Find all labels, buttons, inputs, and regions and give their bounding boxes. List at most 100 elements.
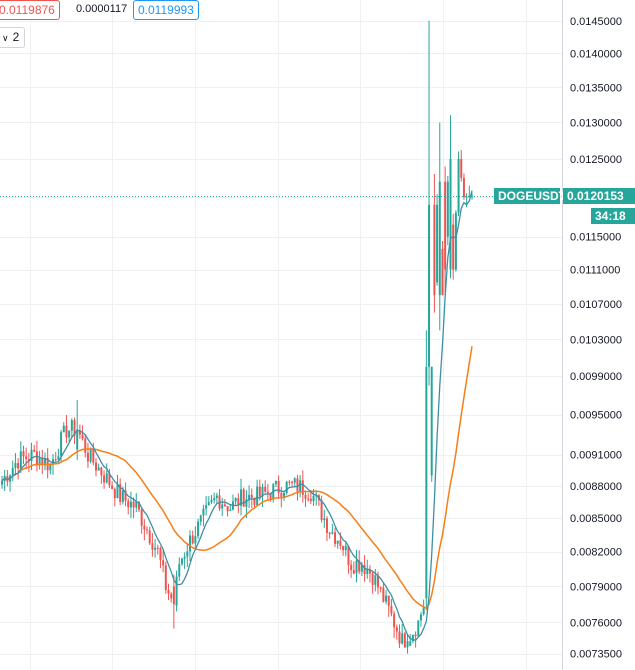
interval-selector[interactable]: ∨ 2 xyxy=(0,27,26,48)
candle-body xyxy=(17,463,20,469)
candle-body xyxy=(374,575,377,585)
candle-body xyxy=(266,491,269,493)
candle-body xyxy=(245,499,248,507)
countdown-tag: 34:18 xyxy=(591,208,635,224)
candle-body xyxy=(180,558,183,565)
candles xyxy=(1,20,473,654)
candle-body xyxy=(97,467,100,471)
candle-body xyxy=(11,467,14,476)
candle-body xyxy=(113,489,116,499)
candle-body xyxy=(307,498,310,500)
candle-body xyxy=(468,196,471,198)
candle-body xyxy=(108,473,111,486)
candle-body xyxy=(419,614,422,621)
candle-body xyxy=(137,502,140,510)
candle-body xyxy=(344,545,347,551)
candle-body xyxy=(111,485,114,490)
candle-body xyxy=(167,590,170,594)
last-price-tag: 0.0120153 xyxy=(563,188,635,204)
candle-body xyxy=(285,481,288,494)
candle-body xyxy=(323,518,326,521)
candle-body xyxy=(291,481,294,483)
candle-body xyxy=(205,505,208,509)
y-tick-label: 0.0145000 xyxy=(570,16,622,28)
chevron-down-icon: ∨ xyxy=(2,33,9,43)
candle-body xyxy=(433,204,436,296)
candle-body xyxy=(154,547,157,550)
candle-body xyxy=(441,248,444,296)
candle-body xyxy=(449,159,452,270)
candle-body xyxy=(283,493,285,497)
y-tick-label: 0.0085000 xyxy=(570,513,622,525)
candle-body xyxy=(460,159,463,178)
candle-body xyxy=(76,429,79,450)
candle-body xyxy=(84,438,87,453)
candle-body xyxy=(422,606,425,615)
candle-body xyxy=(189,535,191,552)
candle-body xyxy=(454,212,457,270)
candle-body xyxy=(387,595,390,606)
candle-body xyxy=(207,502,210,506)
candle-body xyxy=(14,463,17,468)
candle-body xyxy=(258,486,261,497)
candle-body xyxy=(304,494,307,499)
candle-body xyxy=(92,448,95,463)
candle-body xyxy=(457,159,460,213)
candle-body xyxy=(355,560,358,574)
candle-body xyxy=(215,495,218,498)
candle-body xyxy=(70,420,73,431)
candle-body xyxy=(146,529,149,531)
candle-body xyxy=(339,540,342,546)
candle-body xyxy=(151,543,154,550)
candle-body xyxy=(103,475,106,483)
y-tick-label: 0.0103000 xyxy=(570,334,622,346)
candle-body xyxy=(68,430,71,438)
candle-body xyxy=(240,489,243,506)
candle-body xyxy=(33,449,36,452)
candle-body xyxy=(331,532,334,534)
candle-body xyxy=(52,459,55,464)
candle-body xyxy=(288,481,291,483)
candle-body xyxy=(253,497,256,506)
candle-body xyxy=(116,484,119,499)
candle-body xyxy=(156,547,159,549)
ask-price-box[interactable]: 0.0119993 xyxy=(133,0,199,20)
candle-body xyxy=(301,480,304,495)
candle-body xyxy=(234,498,237,502)
candle-body xyxy=(347,545,350,565)
candle-body xyxy=(1,480,3,485)
candle-body xyxy=(395,627,398,632)
candle-body xyxy=(172,586,175,605)
candle-body xyxy=(438,181,441,296)
candle-body xyxy=(325,518,328,533)
candle-body xyxy=(358,560,361,572)
y-tick-label: 0.0076000 xyxy=(570,617,622,629)
candle-body xyxy=(35,451,38,466)
candle-body xyxy=(210,500,213,503)
candle-body xyxy=(403,633,406,648)
candle-body xyxy=(425,366,428,599)
candle-body xyxy=(237,498,240,506)
candle-body xyxy=(401,633,404,644)
bid-price-box[interactable]: 0.0119876 xyxy=(0,0,60,20)
candle-body xyxy=(428,204,431,367)
candle-body xyxy=(390,605,393,614)
candle-body xyxy=(178,564,181,577)
candle-body xyxy=(296,478,299,492)
candle-body xyxy=(191,535,194,544)
interval-value: 2 xyxy=(12,30,20,44)
candle-body xyxy=(19,451,22,469)
candle-body xyxy=(436,204,439,283)
candle-body xyxy=(38,458,41,466)
candle-body xyxy=(194,536,197,544)
candle-body xyxy=(229,509,232,512)
candle-body xyxy=(89,448,92,462)
price-axis[interactable]: 0.0145000 0.0140000 0.0135000 0.0130000 0.01… xyxy=(570,16,622,661)
candle-body xyxy=(334,532,337,544)
candle-body xyxy=(411,634,414,642)
candle-body xyxy=(127,500,130,508)
candle-body xyxy=(280,492,283,497)
candle-body xyxy=(86,452,89,462)
candle-body xyxy=(226,505,229,512)
